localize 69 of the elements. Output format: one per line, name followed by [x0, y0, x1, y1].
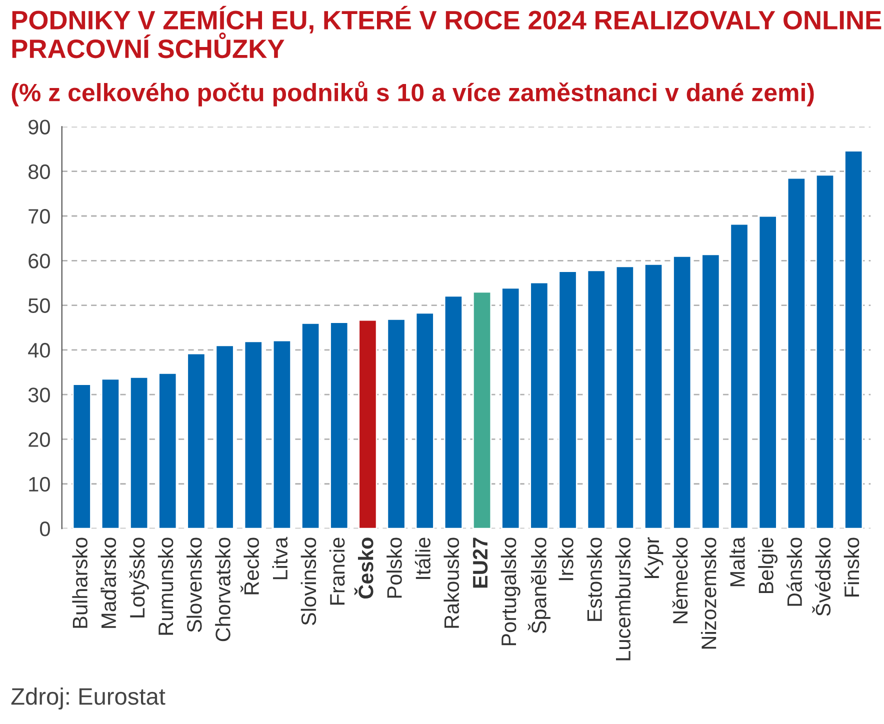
x-tick-label: Chorvatsko	[215, 538, 230, 642]
text: Zdroj: Eurostat	[11, 688, 166, 710]
x-tick-label: Lotyšsko	[129, 538, 149, 618]
x-tick-label: Estonsko	[586, 538, 602, 621]
bar	[386, 318, 406, 529]
bar	[472, 291, 492, 529]
y-tick-label: 70	[28, 208, 50, 224]
bar	[444, 295, 464, 529]
x-tick-label: Dánsko	[786, 538, 802, 606]
bar	[129, 376, 149, 529]
bar	[758, 215, 778, 529]
x-tick-label: Finsko	[844, 538, 860, 596]
x-tick-label: Slovensko	[186, 538, 202, 632]
x-tick-label: Švédsko	[812, 538, 831, 616]
x-tick-label: Malta	[730, 536, 745, 586]
bar	[501, 287, 520, 529]
x-tick-label: Španělsko	[528, 538, 550, 634]
bar	[186, 352, 206, 529]
bar	[730, 223, 749, 529]
bar	[558, 270, 578, 529]
x-tick-label: Slovinsko	[300, 538, 316, 626]
x-tick-label: Portugalsko	[500, 538, 520, 646]
bar	[330, 322, 349, 529]
y-tick-label: 60	[28, 254, 50, 268]
bar	[644, 264, 664, 529]
bar	[72, 384, 92, 529]
x-tick-label: Rakousko	[444, 538, 460, 628]
x-tick-label: Německo	[672, 538, 688, 624]
x-tick-label: EU27	[472, 538, 488, 588]
x-tick-label: Bulharsko	[72, 538, 88, 628]
chart-subtitle: (% z celkového počtu podniků s 10 a více zaměstnanci v dané zemi)	[12, 81, 814, 106]
y-tick-label: 50	[28, 298, 50, 314]
y-tick-label: 90	[28, 120, 50, 134]
x-tick-label: Rumunsko	[158, 538, 174, 635]
bar	[358, 319, 378, 529]
bar	[586, 270, 606, 529]
bar	[672, 255, 692, 529]
y-tick-label: 80	[28, 164, 50, 180]
x-tick-label: Belgie	[758, 538, 778, 594]
chart-title: PODNIKY V ZEMÍCH EU, KTERÉ V ROCE 2024 REALIZOVALY ONLINE PRACOVNÍ SCHŮZKY	[12, 6, 882, 58]
bar	[300, 322, 320, 529]
x-tick-label: Francie	[329, 538, 345, 605]
x-tick-label: Polsko	[386, 538, 402, 598]
y-tick-label: 10	[29, 476, 50, 492]
bar	[272, 340, 292, 529]
x-tick-label: Litva	[272, 536, 288, 580]
bar	[701, 254, 720, 529]
y-tick-label: 0	[40, 522, 50, 536]
x-tick-label: Maďarsko	[100, 538, 116, 628]
bar	[786, 177, 806, 529]
x-tick-label: Nizozemsko	[700, 538, 716, 649]
x-tick-label: Lucembursko	[615, 538, 631, 660]
bar	[530, 282, 549, 529]
bar	[100, 378, 120, 529]
x-tick-label: Kypr	[644, 537, 664, 578]
bar	[844, 150, 864, 529]
x-tick-label: Řecko	[240, 538, 259, 594]
bar	[415, 312, 434, 529]
x-tick-label: Itálie	[414, 538, 430, 579]
x-tick-label: Česko	[354, 538, 374, 599]
bar	[244, 340, 263, 529]
y-tick-label: 30	[28, 388, 50, 402]
bar	[815, 174, 835, 529]
bar	[158, 372, 178, 529]
bar	[215, 344, 234, 529]
x-tick-label: Irsko	[558, 538, 574, 580]
bar	[615, 266, 634, 529]
y-tick-label: 20	[28, 432, 50, 447]
y-tick-label: 40	[28, 342, 50, 358]
